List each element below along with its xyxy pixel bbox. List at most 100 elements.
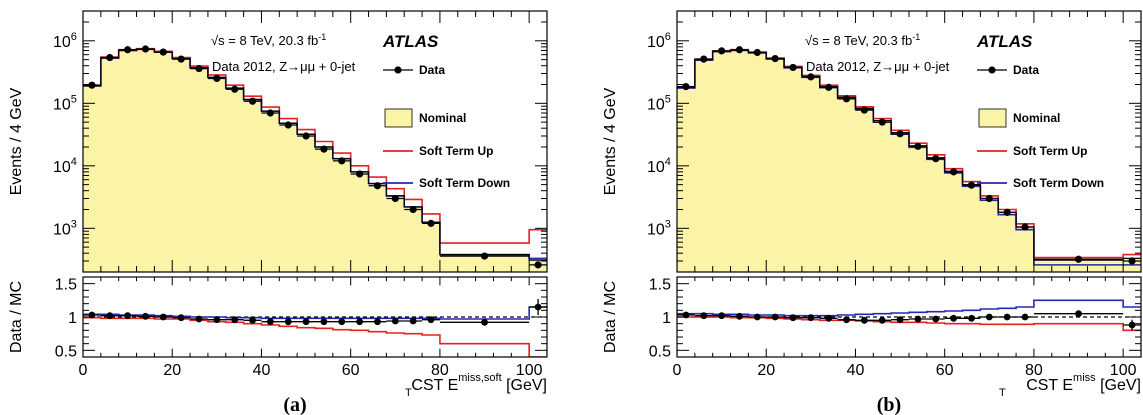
data-point [409,205,417,214]
ratio-point [878,316,886,324]
ratio-point [771,313,779,321]
data-point [985,194,993,203]
x-tick-label: 60 [936,362,954,379]
y-tick-label: 106 [647,31,671,51]
data-point [1021,223,1029,231]
y-tick-label: 104 [647,156,671,176]
y-tick-exp: 5 [71,93,77,105]
ratio-y-axis-label: Data / MC [602,281,619,353]
panel-label: (a) [283,394,306,415]
ratio-point [427,316,435,324]
ratio-point [896,316,904,324]
legend-up-label: Soft Term Up [1013,144,1087,158]
data-annotation: Data 2012, Z→μμ + 0-jet [806,59,950,74]
y-tick-exp: 4 [71,156,77,168]
x-label-unit: [GeV] [506,377,547,394]
data-point [896,130,904,138]
ratio-point [374,318,381,326]
ratio-point [195,315,203,323]
energy-sup: -1 [912,32,920,42]
data-point [338,157,346,165]
ratio-point [860,316,868,324]
ratio-point [1128,321,1136,329]
ratio-point [356,318,364,326]
ratio-point [142,312,149,320]
data-point [914,142,922,150]
legend-down-label: Soft Term Down [419,176,510,190]
data-point [789,63,797,72]
x-tick-label: 20 [757,362,775,379]
ratio-point [753,313,761,321]
ratio-point [106,312,114,320]
y-tick-base: 10 [647,159,665,176]
data-point [231,85,239,93]
y-tick-base: 10 [53,221,71,238]
ratio-down-line [677,299,1141,317]
ratio-point [700,312,708,320]
legend-data-label: Data [419,63,445,77]
ratio-point [409,317,417,325]
y-tick-label: 103 [53,218,77,238]
y-tick-label: 103 [647,218,671,238]
data-point [266,109,274,117]
legend-up-label: Soft Term Up [419,144,493,158]
ratio-point [284,318,292,326]
legend-data-marker [394,66,402,74]
data-point [735,46,744,54]
y-tick-label: 105 [647,93,671,113]
ratio-point [718,312,726,320]
ratio-point [914,315,922,323]
y-axis-label: Events / 4 GeV [8,87,25,195]
y-tick-label: 106 [53,31,77,51]
ratio-point [1075,310,1082,318]
ratio-point [302,318,310,326]
ratio-up-line [83,316,547,357]
data-point [682,83,690,91]
x-label-unit: [GeV] [1100,377,1141,394]
atlas-label: ATLAS [382,32,439,51]
ratio-point [213,316,221,324]
data-point [967,181,976,189]
data-point [391,194,399,203]
ratio-y-tick-label: 0.5 [649,343,671,360]
data-point [825,83,833,91]
y-tick-base: 10 [647,96,665,113]
ratio-point [177,314,185,322]
ratio-y-tick-label: 1 [68,310,77,327]
ratio-plot-area [83,299,547,357]
y-tick-base: 10 [53,159,71,176]
y-tick-label: 104 [53,156,77,176]
ratio-point [789,314,797,322]
data-point [807,73,815,81]
legend-down-label: Soft Term Down [1013,176,1104,190]
ratio-y-tick-label: 1.5 [649,277,671,294]
data-point [177,55,185,63]
ratio-point [985,313,993,321]
panel-label: (b) [877,394,901,415]
ratio-point [1021,313,1029,321]
ratio-point [338,318,346,326]
x-label-sup: miss [1073,372,1096,384]
y-axis-label: Events / 4 GeV [602,87,619,195]
energy-text: √s = 8 TeV, 20.3 fb [805,33,912,48]
ratio-point [968,314,975,322]
ratio-point [825,314,833,322]
y-tick-exp: 4 [665,156,671,168]
y-tick-base: 10 [647,221,665,238]
x-label-sub: T [405,387,412,399]
x-tick-label: 20 [163,362,181,379]
data-point [284,121,292,129]
ratio-point [159,313,167,321]
x-tick-label: 0 [79,362,88,379]
x-label-sub: T [999,387,1006,399]
ratio-point [534,303,542,311]
ratio-y-tick-label: 0.5 [55,343,77,360]
ratio-plot-area [677,299,1141,332]
legend-nominal-label: Nominal [419,111,466,125]
x-tick-label: 40 [253,362,271,379]
ratio-point [481,318,488,326]
ratio-point [1003,313,1011,321]
y-tick-exp: 5 [665,93,671,105]
